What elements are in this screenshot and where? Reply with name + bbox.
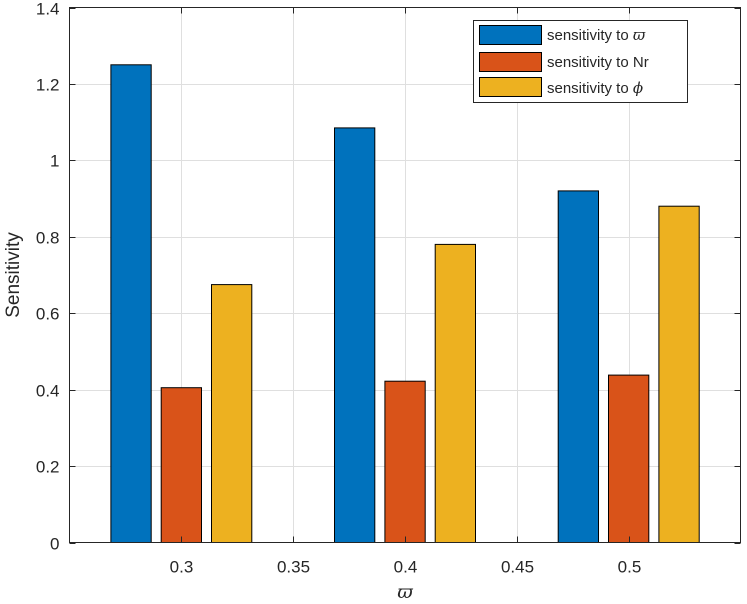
y-tick-label: 0.6 bbox=[36, 305, 60, 324]
x-axis-label: ϖ bbox=[397, 581, 413, 603]
legend-label-nr: sensitivity to Nr bbox=[547, 54, 649, 71]
bar-series0-x1 bbox=[334, 127, 376, 544]
axis-ticks bbox=[69, 7, 741, 544]
legend-label-phi: sensitivity to ϕ bbox=[547, 79, 643, 97]
y-tick-labels: 0 0.2 0.4 0.6 0.8 1 1.2 1.4 bbox=[36, 0, 60, 554]
y-tick-label: 0.4 bbox=[36, 382, 60, 401]
bar-series0-x0 bbox=[110, 64, 152, 544]
y-axis-label: Sensitivity bbox=[3, 232, 24, 318]
y-tick-label: 1.4 bbox=[36, 0, 60, 19]
bar-series2-x2 bbox=[658, 205, 700, 543]
legend-label-varpi: sensitivity to ϖ bbox=[547, 26, 646, 44]
x-tick-label: 0.5 bbox=[618, 558, 642, 577]
x-tick-labels: 0.3 0.35 0.4 0.45 0.5 bbox=[170, 558, 642, 577]
bar-series0-x2 bbox=[557, 190, 600, 543]
x-tick-label: 0.45 bbox=[501, 558, 534, 577]
bar-series1-x1 bbox=[384, 380, 426, 544]
legend-swatch-phi bbox=[479, 77, 542, 97]
y-tick-label: 0.8 bbox=[36, 229, 60, 248]
legend-entry-phi: sensitivity to ϕ bbox=[479, 77, 643, 97]
legend-swatch-nr bbox=[479, 52, 542, 72]
bar-series2-x1 bbox=[434, 243, 477, 543]
x-tick-label: 0.35 bbox=[277, 558, 310, 577]
y-tick-label: 1 bbox=[50, 152, 59, 171]
bar-groups bbox=[110, 64, 700, 544]
x-tick-label: 0.3 bbox=[170, 558, 194, 577]
bar-series1-x2 bbox=[608, 374, 650, 543]
bar-series1-x0 bbox=[160, 387, 202, 544]
bar-series2-x0 bbox=[211, 284, 253, 543]
legend-swatch-varpi bbox=[479, 25, 542, 45]
legend-entry-nr: sensitivity to Nr bbox=[479, 52, 649, 72]
legend: sensitivity to ϖ sensitivity to Nr sensi… bbox=[473, 20, 688, 103]
x-tick-label: 0.4 bbox=[394, 558, 418, 577]
y-tick-label: 1.2 bbox=[36, 76, 60, 95]
y-tick-label: 0.2 bbox=[36, 458, 60, 477]
y-tick-label: 0 bbox=[50, 535, 59, 554]
legend-entry-varpi: sensitivity to ϖ bbox=[479, 25, 646, 45]
